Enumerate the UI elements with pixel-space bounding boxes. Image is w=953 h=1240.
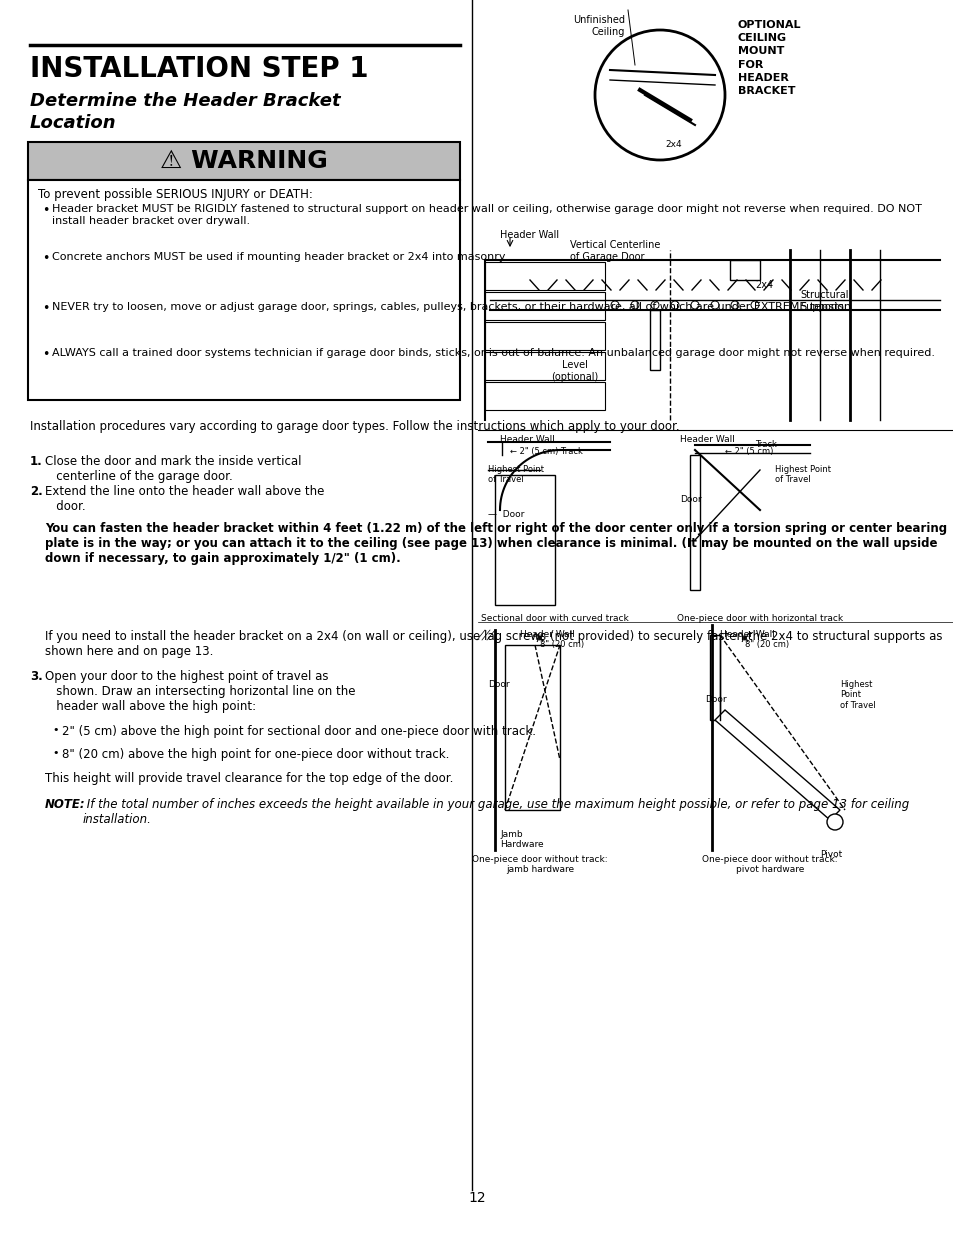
Text: If the total number of inches exceeds the height available in your garage, use t: If the total number of inches exceeds th… [83,799,908,826]
Text: Header Wall: Header Wall [499,435,555,444]
Circle shape [826,813,842,830]
Text: Header Wall: Header Wall [519,630,575,639]
Text: 1.: 1. [30,455,43,467]
Text: 8" (20 cm): 8" (20 cm) [539,640,583,649]
Bar [649,310,659,370]
Text: 2x4: 2x4 [754,280,772,290]
Text: •: • [42,348,50,361]
Text: Structural
Supports: Structural Supports [800,290,847,311]
Circle shape [551,301,558,309]
Text: NOTE:: NOTE: [45,799,86,811]
Text: Jamb
Hardware: Jamb Hardware [499,830,543,849]
Text: Determine the Header Bracket
Location: Determine the Header Bracket Location [30,92,340,133]
Circle shape [710,301,719,309]
Text: ← 2" (5 cm) Track: ← 2" (5 cm) Track [510,446,582,456]
Bar [689,455,700,590]
Text: Pivot: Pivot [820,849,841,859]
Circle shape [595,30,724,160]
Circle shape [610,301,618,309]
Text: One-piece door without track:
pivot hardware: One-piece door without track: pivot hard… [701,856,837,874]
Text: •: • [52,725,58,735]
Circle shape [630,301,639,309]
FancyBboxPatch shape [28,143,459,180]
Text: Open your door to the highest point of travel as
   shown. Draw an intersecting : Open your door to the highest point of t… [45,670,355,713]
Text: OPTIONAL
CEILING
MOUNT
FOR
HEADER
BRACKET: OPTIONAL CEILING MOUNT FOR HEADER BRACKE… [738,20,801,95]
Text: Highest Point
of Travel: Highest Point of Travel [774,465,830,485]
Text: 8" (20 cm): 8" (20 cm) [744,640,788,649]
Text: •: • [42,303,50,315]
Bar [484,322,604,350]
Text: You can fasten the header bracket within 4 feet (1.22 m) of the left or right of: You can fasten the header bracket within… [45,522,946,565]
Text: Highest Point
of Travel: Highest Point of Travel [488,465,543,485]
Text: Highest
Point
of Travel: Highest Point of Travel [840,680,875,709]
Text: Level
(optional): Level (optional) [551,360,598,382]
Polygon shape [504,645,559,810]
Bar [729,260,760,280]
Text: If you need to install the header bracket on a 2x4 (on wall or ceiling), use lag: If you need to install the header bracke… [45,630,942,658]
Circle shape [491,301,498,309]
Circle shape [590,301,598,309]
Text: 12: 12 [468,1190,485,1205]
Circle shape [690,301,699,309]
Text: —  Door: — Door [488,510,524,520]
FancyBboxPatch shape [28,180,459,401]
Text: ← 2" (5 cm): ← 2" (5 cm) [724,446,773,456]
Text: Unfinished
Ceiling: Unfinished Ceiling [573,15,624,37]
Circle shape [650,301,659,309]
Polygon shape [714,711,840,820]
Circle shape [511,301,518,309]
Text: 2" (5 cm) above the high point for sectional door and one-piece door with track.: 2" (5 cm) above the high point for secti… [62,725,536,738]
Text: To prevent possible SERIOUS INJURY or DEATH:: To prevent possible SERIOUS INJURY or DE… [38,188,313,201]
Text: ⚠ WARNING: ⚠ WARNING [160,149,328,174]
Text: 2.: 2. [30,485,43,498]
Bar [484,291,604,320]
Bar [484,382,604,410]
Text: NEVER try to loosen, move or adjust garage door, springs, cables, pulleys, brack: NEVER try to loosen, move or adjust gara… [52,303,854,312]
Text: One-piece door with horizontal track: One-piece door with horizontal track [677,614,842,622]
Text: Header Wall: Header Wall [499,229,558,241]
Bar [495,475,555,605]
Circle shape [730,301,739,309]
Text: Installation procedures vary according to garage door types. Follow the instruct: Installation procedures vary according t… [30,420,679,433]
Bar [484,262,604,290]
Text: 2x4: 2x4 [664,140,680,149]
Text: Door: Door [704,694,726,704]
Text: One-piece door without track:
jamb hardware: One-piece door without track: jamb hardw… [472,856,607,874]
Circle shape [571,301,578,309]
Text: Sectional door with curved track: Sectional door with curved track [480,614,628,622]
Text: ALWAYS call a trained door systems technician if garage door binds, sticks, or i: ALWAYS call a trained door systems techn… [52,348,934,358]
Text: Header Wall: Header Wall [679,435,734,444]
Text: Concrete anchors MUST be used if mounting header bracket or 2x4 into masonry.: Concrete anchors MUST be used if mountin… [52,252,507,262]
Circle shape [750,301,759,309]
Bar [484,352,604,379]
Text: 3.: 3. [30,670,43,683]
Text: Track: Track [754,440,776,449]
Text: Vertical Centerline
of Garage Door: Vertical Centerline of Garage Door [569,241,659,262]
Text: Close the door and mark the inside vertical
   centerline of the garage door.: Close the door and mark the inside verti… [45,455,301,484]
Text: Header bracket MUST be RIGIDLY fastened to structural support on header wall or : Header bracket MUST be RIGIDLY fastened … [52,205,921,226]
Text: INSTALLATION STEP 1: INSTALLATION STEP 1 [30,55,368,83]
Text: 8" (20 cm) above the high point for one-piece door without track.: 8" (20 cm) above the high point for one-… [62,748,449,761]
Text: Header Wall: Header Wall [720,630,774,639]
Text: Door: Door [679,495,700,503]
Text: •: • [42,252,50,265]
Text: •: • [52,748,58,758]
Circle shape [531,301,538,309]
Text: Door: Door [488,680,509,689]
Text: This height will provide travel clearance for the top edge of the door.: This height will provide travel clearanc… [45,773,453,785]
Text: Extend the line onto the header wall above the
   door.: Extend the line onto the header wall abo… [45,485,324,513]
Bar [709,635,720,720]
Circle shape [670,301,679,309]
Text: •: • [42,205,50,217]
